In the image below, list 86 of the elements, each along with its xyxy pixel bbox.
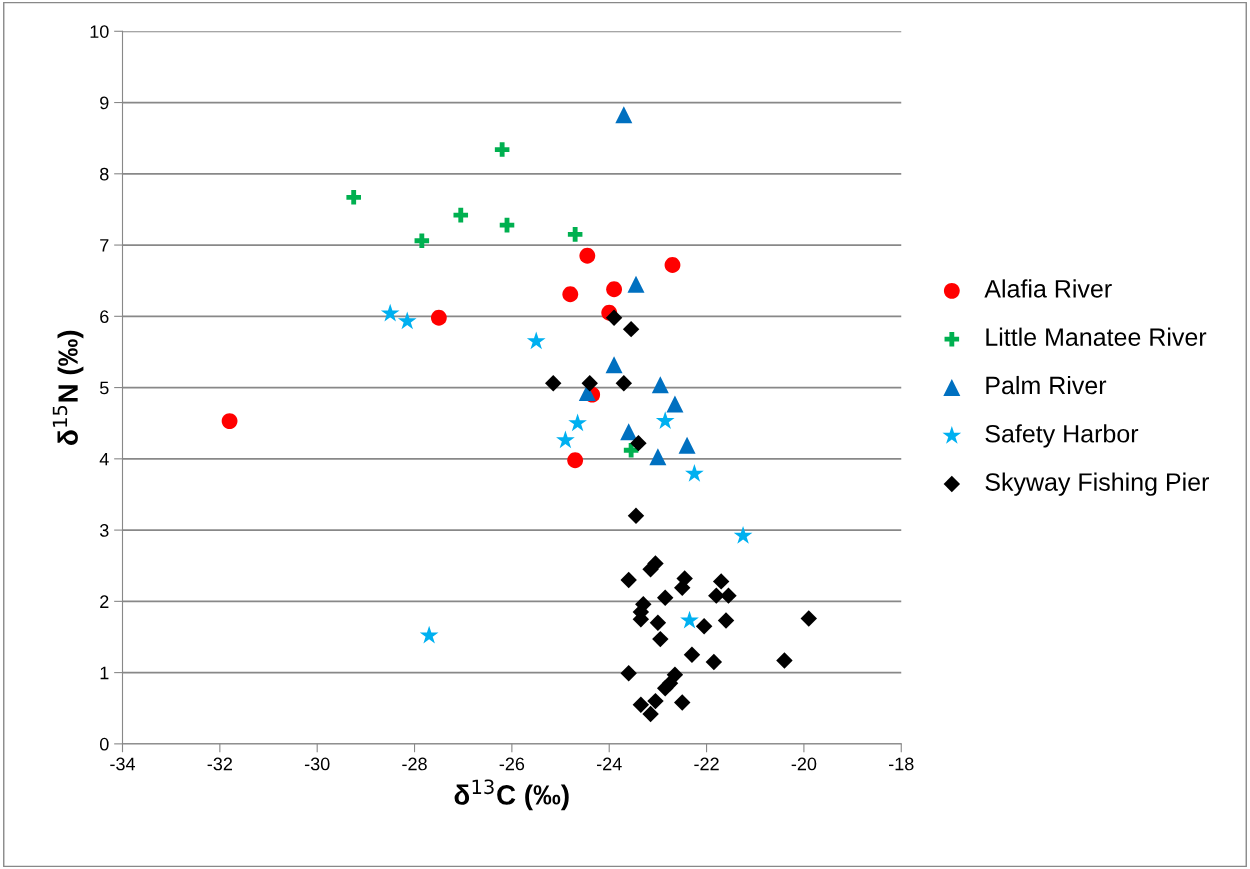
point [567, 227, 583, 242]
point [642, 705, 659, 723]
point [627, 275, 645, 293]
point [346, 190, 361, 205]
point [430, 309, 447, 326]
point [620, 423, 638, 441]
point [605, 309, 623, 326]
point [652, 630, 669, 648]
point [494, 142, 510, 157]
legend-label: Little Manatee River [986, 327, 1207, 346]
point [581, 375, 598, 392]
point [632, 696, 650, 713]
point [545, 375, 562, 392]
point [656, 680, 674, 697]
point [733, 525, 753, 544]
y-tick-label: 10 [90, 25, 109, 38]
point [680, 610, 699, 629]
point [705, 653, 723, 671]
point [776, 652, 793, 669]
point [717, 612, 735, 629]
point [649, 448, 667, 466]
point [666, 395, 684, 413]
y-tick-label: 3 [99, 524, 109, 537]
point [579, 247, 596, 264]
legend-label: Safety Harbor [985, 424, 1139, 448]
y-tick-label: 8 [100, 167, 109, 181]
point [655, 411, 675, 430]
point [615, 375, 633, 392]
point [419, 625, 439, 644]
x-tick-label: -32 [207, 757, 232, 771]
point [678, 436, 696, 454]
point [620, 665, 637, 682]
y-axis-title: δ$^{15}$N (‰) [52, 330, 84, 445]
y-tick-label: 9 [100, 96, 109, 110]
point [499, 217, 515, 233]
x-tick-label: -24 [596, 757, 622, 771]
x-axis-title: δ$^{13}$C (‰) [454, 779, 569, 811]
point [664, 257, 681, 273]
point [630, 434, 647, 452]
x-tick-label: -30 [304, 757, 330, 771]
point [647, 692, 664, 710]
point [526, 331, 546, 350]
y-tick-label: 2 [100, 595, 109, 608]
point [695, 618, 713, 635]
point [651, 376, 669, 394]
legend-label: Skyway Fishing Pier [985, 472, 1209, 496]
point [623, 443, 639, 458]
y-tick-label: 0 [99, 737, 109, 751]
point [620, 571, 637, 589]
y-tick-label: 4 [99, 452, 109, 466]
point [221, 413, 238, 429]
point [414, 233, 430, 249]
legend-label: Palm River [986, 375, 1107, 395]
y-tick-label: 5 [99, 381, 109, 395]
point [568, 413, 587, 432]
point [708, 587, 725, 604]
point [656, 589, 674, 606]
point [605, 356, 623, 374]
x-tick-label: -26 [499, 757, 525, 771]
point [685, 463, 704, 482]
x-tick-label: -28 [402, 757, 427, 771]
point [397, 311, 417, 330]
point [627, 507, 645, 525]
x-tick-label: -18 [889, 757, 914, 771]
point [562, 286, 579, 303]
point [615, 106, 633, 124]
x-tick-label: -22 [694, 757, 719, 771]
y-tick-label: 7 [100, 239, 109, 252]
point [642, 561, 659, 578]
point [380, 303, 400, 322]
point [800, 610, 817, 627]
point [649, 614, 667, 631]
point [453, 207, 469, 223]
point [622, 320, 640, 338]
point [683, 646, 701, 664]
point [674, 694, 691, 711]
point [712, 573, 730, 590]
point [556, 430, 575, 449]
legend-label: Alafia River [984, 279, 1112, 298]
point [606, 281, 622, 298]
point [567, 452, 584, 469]
x-tick-label: -20 [791, 757, 817, 771]
point [720, 587, 737, 604]
y-tick-label: 1 [100, 666, 109, 680]
y-tick-label: 6 [100, 310, 109, 324]
x-tick-label: -34 [110, 757, 136, 771]
